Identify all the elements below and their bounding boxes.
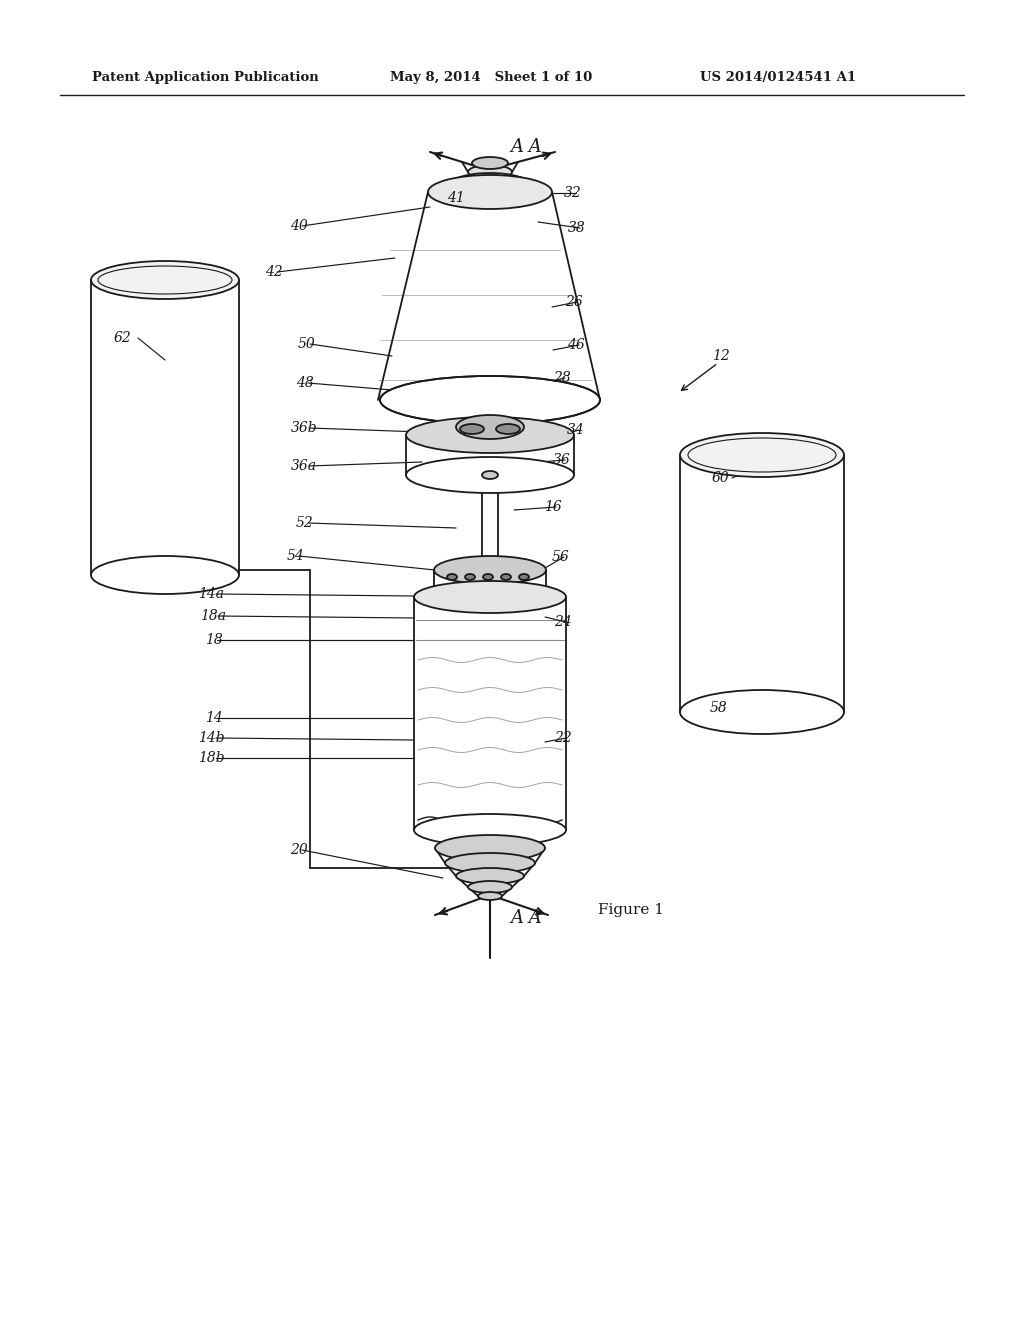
Ellipse shape (434, 556, 546, 583)
Ellipse shape (428, 176, 552, 209)
Text: Patent Application Publication: Patent Application Publication (92, 71, 318, 84)
Text: 56: 56 (552, 550, 569, 564)
Ellipse shape (434, 583, 546, 612)
Text: US 2014/0124541 A1: US 2014/0124541 A1 (700, 71, 856, 84)
Ellipse shape (380, 376, 600, 424)
Text: 34: 34 (567, 422, 585, 437)
Ellipse shape (450, 173, 530, 197)
Text: 40: 40 (290, 219, 308, 234)
Ellipse shape (406, 417, 574, 453)
Text: 14: 14 (205, 711, 223, 725)
Text: 62: 62 (114, 331, 132, 345)
Text: A A: A A (510, 909, 542, 927)
Ellipse shape (519, 574, 529, 579)
Ellipse shape (460, 424, 484, 434)
Ellipse shape (465, 574, 475, 579)
Text: 18b: 18b (198, 751, 224, 766)
Text: 22: 22 (554, 731, 571, 744)
Ellipse shape (456, 414, 524, 440)
Ellipse shape (472, 157, 508, 169)
Text: 16: 16 (544, 500, 562, 513)
Text: 52: 52 (296, 516, 313, 531)
Text: 48: 48 (296, 376, 313, 389)
Text: 12: 12 (712, 348, 730, 363)
Text: 28: 28 (553, 371, 570, 385)
Text: 36b: 36b (291, 421, 317, 436)
Text: 14b: 14b (198, 731, 224, 744)
Ellipse shape (468, 165, 512, 180)
Text: 36: 36 (553, 453, 570, 467)
Text: 36a: 36a (291, 459, 317, 473)
Ellipse shape (680, 433, 844, 477)
Ellipse shape (91, 261, 239, 300)
Ellipse shape (435, 836, 545, 861)
Ellipse shape (414, 581, 566, 612)
Text: Figure 1: Figure 1 (598, 903, 664, 917)
Text: 18a: 18a (200, 609, 226, 623)
Text: 60: 60 (712, 471, 730, 484)
Ellipse shape (414, 814, 566, 846)
Text: 42: 42 (265, 265, 283, 279)
Ellipse shape (462, 177, 518, 193)
Ellipse shape (468, 880, 512, 894)
Ellipse shape (91, 556, 239, 594)
Ellipse shape (478, 892, 502, 900)
Text: 20: 20 (290, 843, 308, 857)
Ellipse shape (482, 471, 498, 479)
Text: 26: 26 (565, 294, 583, 309)
Ellipse shape (456, 869, 524, 884)
Text: 14a: 14a (198, 587, 224, 601)
Ellipse shape (447, 574, 457, 579)
Text: May 8, 2014   Sheet 1 of 10: May 8, 2014 Sheet 1 of 10 (390, 71, 592, 84)
Ellipse shape (501, 574, 511, 579)
Text: 38: 38 (568, 220, 586, 235)
Text: A A: A A (510, 139, 542, 156)
Ellipse shape (445, 853, 535, 873)
Text: 41: 41 (447, 191, 465, 205)
Text: 32: 32 (564, 186, 582, 201)
Text: 58: 58 (710, 701, 728, 715)
Text: 18: 18 (205, 634, 223, 647)
Ellipse shape (680, 690, 844, 734)
Text: 50: 50 (298, 337, 315, 351)
Ellipse shape (483, 574, 493, 579)
Text: 54: 54 (287, 549, 305, 564)
Text: 46: 46 (567, 338, 585, 352)
Ellipse shape (406, 457, 574, 492)
Text: 24: 24 (554, 615, 571, 630)
Ellipse shape (496, 424, 520, 434)
